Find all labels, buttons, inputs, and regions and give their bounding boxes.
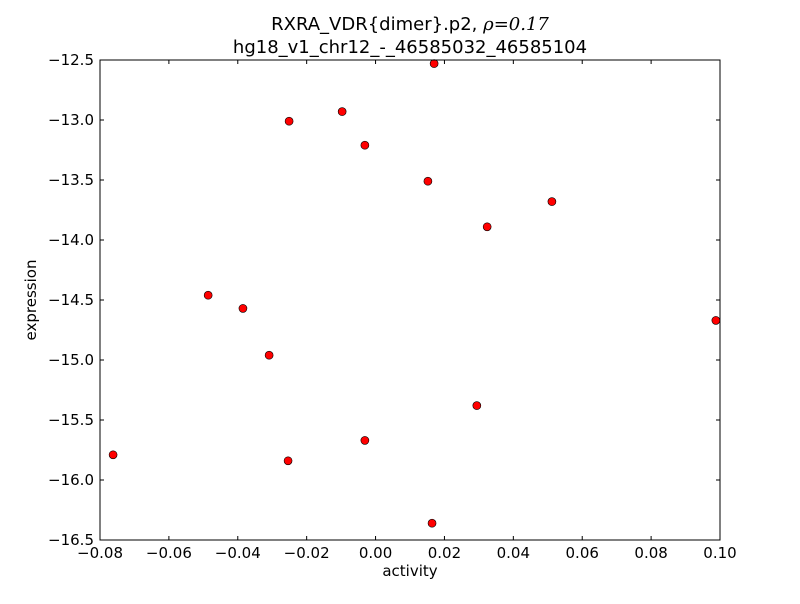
y-axis-label: expression: [22, 260, 40, 341]
data-point: [283, 456, 293, 466]
data-point: [238, 304, 248, 313]
data-point: [427, 518, 437, 528]
y-tick-label: −12.5: [48, 51, 94, 69]
y-tick-label: −14.5: [48, 291, 94, 309]
x-tick-label: 0.08: [634, 544, 667, 562]
data-point: [423, 176, 433, 186]
x-tick-label: 0.00: [359, 544, 392, 562]
x-tick-label: 0.06: [566, 544, 599, 562]
data-point: [264, 350, 274, 360]
data-point: [547, 197, 557, 206]
data-point: [711, 316, 721, 325]
y-tick-label: −14.0: [48, 231, 94, 249]
x-tick-label: 0.04: [497, 544, 530, 562]
data-point: [360, 140, 370, 150]
chart-title-line2: hg18_v1_chr12_-_46585032_46585104: [233, 37, 587, 58]
chart-title-line1: RXRA_VDR{dimer}.p2, ρ=0.17: [271, 14, 549, 35]
data-point: [203, 290, 213, 300]
x-tick-label: −0.06: [146, 544, 192, 562]
y-tick-label: −16.5: [48, 531, 94, 549]
data-point: [284, 116, 294, 126]
x-tick-label: −0.08: [77, 544, 123, 562]
x-tick-label: −0.04: [215, 544, 261, 562]
y-tick-label: −16.0: [48, 471, 94, 489]
x-axis-label: activity: [382, 562, 437, 580]
y-tick-label: −15.0: [48, 351, 94, 369]
data-point: [429, 59, 439, 68]
y-tick-label: −15.5: [48, 411, 94, 429]
y-tick-label: −13.0: [48, 111, 94, 129]
x-tick-label: 0.02: [428, 544, 461, 562]
y-tick-label: −13.5: [48, 171, 94, 189]
x-tick-label: 0.10: [703, 544, 736, 562]
data-point: [472, 401, 482, 410]
data-point: [108, 450, 118, 460]
data-point: [360, 436, 370, 445]
x-tick-label: −0.02: [284, 544, 330, 562]
data-point: [337, 107, 347, 116]
data-point: [482, 222, 492, 232]
